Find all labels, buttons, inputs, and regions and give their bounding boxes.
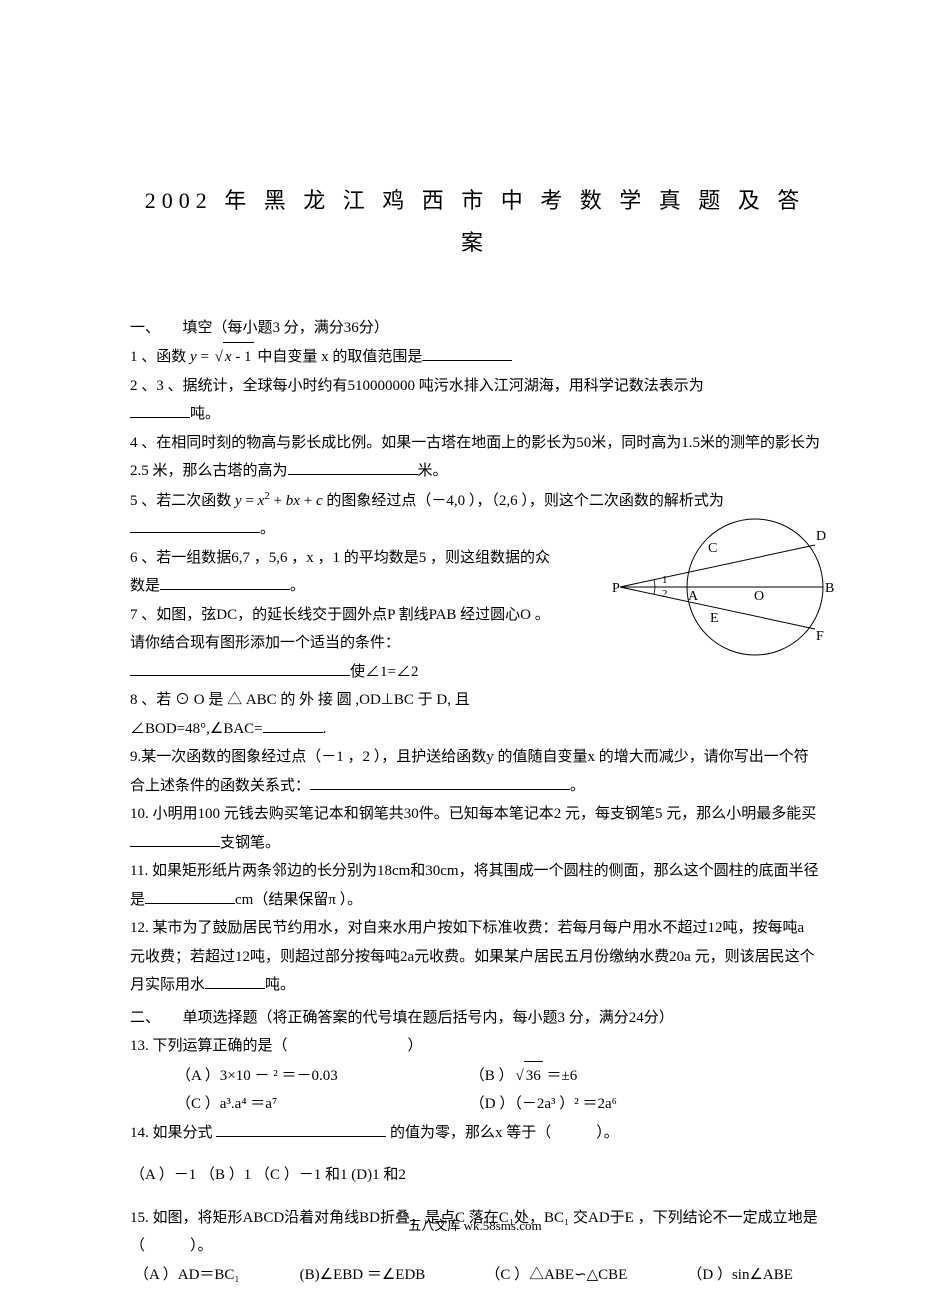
q4-unit: 米。 — [418, 463, 448, 479]
q8-blank — [263, 718, 323, 733]
question-11: 11. 如果矩形纸片两条邻边的长分别为18cm和30cm，将其围成一个圆柱的侧面… — [130, 857, 820, 914]
fig-label-p: P — [612, 581, 620, 596]
q7-end: 使∠1=∠2 — [350, 664, 418, 680]
q5-end: 。 — [260, 521, 275, 537]
q14-blank — [216, 1122, 386, 1137]
q15-option-b: (B)∠EBD ＝∠EDB — [300, 1261, 426, 1289]
q12-blank — [205, 974, 265, 989]
q4-blank — [288, 460, 418, 475]
q10-blank — [130, 832, 220, 847]
fig-label-b: B — [825, 581, 834, 596]
question-12: 12. 某市为了鼓励居民节约用水，对自来水用户按如下标准收费：若每月每户用水不超… — [130, 914, 820, 1000]
question-8: 8 、若 ⊙ O 是 △ ABC 的 外 接 圆 ,OD⊥BC 于 D, 且∠B… — [130, 686, 570, 743]
q14-text-b: 的值为零，那么x 等于（ ）。 — [386, 1125, 619, 1141]
question-4: 4 、在相同时刻的物高与影长成比例。如果一古塔在地面上的影长为50米，同时高为1… — [130, 429, 820, 486]
q9-end: 。 — [570, 778, 585, 794]
q10-text: 10. 小明用100 元钱去购买笔记本和钢笔共30件。已知每本笔记本2 元，每支… — [130, 806, 816, 822]
q11-end: cm（结果保留π ）。 — [235, 892, 362, 908]
q2-unit: 吨。 — [190, 406, 220, 422]
fig-label-angle1: 1 — [662, 574, 668, 586]
fig-arc-1 — [654, 580, 655, 587]
fig-label-e: E — [710, 611, 719, 626]
question-1: 1 、函数 y = x - 1 中自变量 x 的取值范围是 — [130, 342, 820, 372]
fig-label-a: A — [688, 589, 699, 604]
page-footnote: 五八文库 wk.58sms.com — [0, 1214, 950, 1239]
question-6: 6 、若一组数据6,7 ，5,6 ，x ，1 的平均数是5 ，则这组数据的众数是… — [130, 544, 560, 601]
question-13-options: （A ）3×10 － ² ＝－0.03 （B ）36 ＝±6 — [130, 1061, 820, 1091]
fig-label-f: F — [816, 629, 824, 644]
q13-option-d: （D ）（－2a³ ）² ＝2a⁶ — [470, 1090, 670, 1119]
q4-text: 4 、在相同时刻的物高与影长成比例。如果一古塔在地面上的影长为50米，同时高为1… — [130, 435, 820, 480]
q15-option-d: （D ）sin∠ABE — [687, 1261, 793, 1289]
figure-q7-circle-diagram: P A O B C D E F 1 2 — [610, 512, 835, 662]
section-2-heading: 二、 单项选择题（将正确答案的代号填在题后括号内，每小题3 分，满分24分） — [130, 1004, 820, 1033]
q1-text: 1 、函数 y = x - 1 中自变量 x 的取值范围是 — [130, 349, 422, 365]
q13-option-c: （C ）a³.a⁴ ＝a⁷ — [176, 1090, 466, 1119]
question-14-options: （A ）－1 （B ）1 （C ）－1 和1 (D)1 和2 — [130, 1161, 820, 1190]
q14-option-b: （B ）1 — [200, 1167, 251, 1183]
q9-blank — [310, 775, 570, 790]
q6-end: 。 — [290, 578, 305, 594]
q14-option-a: （A ）－1 — [130, 1167, 196, 1183]
fig-line-pd — [620, 545, 815, 587]
q14-option-d: (D)1 和2 — [351, 1167, 406, 1183]
q2-blank — [130, 403, 190, 418]
fig-label-o: O — [754, 589, 764, 604]
q11-blank — [145, 889, 235, 904]
q15-option-c: （C ）△ABE∽△CBE — [485, 1261, 627, 1289]
question-2: 2 、3 、据统计，全球每小时约有510000000 吨污水排入江河湖海，用科学… — [130, 372, 820, 401]
q13-option-b: （B ）36 ＝±6 — [470, 1061, 670, 1091]
fig-label-angle2: 2 — [662, 588, 668, 600]
question-13: 13. 下列运算正确的是（ ） — [130, 1032, 820, 1061]
q10-end: 支钢笔。 — [220, 835, 280, 851]
q7-text: 7 、如图，弦DC，的延长线交于圆外点P 割线PAB 经过圆心O 。请你结合现有… — [130, 607, 550, 652]
section-1-heading: 一、 填空（每小题3 分，满分36分） — [130, 314, 820, 343]
page-title: 2002 年 黑 龙 江 鸡 西 市 中 考 数 学 真 题 及 答 案 — [130, 180, 820, 264]
q14-option-c: （C ）－1 和1 — [255, 1167, 348, 1183]
q7-blank — [130, 661, 350, 676]
q1-blank — [422, 346, 512, 361]
question-9: 9.某一次函数的图象经过点（－1 ，2 ），且护送给函数y 的值随自变量x 的增… — [130, 743, 820, 800]
fig-arc-2 — [654, 587, 655, 594]
fig-label-c: C — [708, 541, 717, 556]
q12-end: 吨。 — [265, 977, 295, 993]
question-14: 14. 如果分式 的值为零，那么x 等于（ ）。 — [130, 1119, 820, 1148]
q15-option-a: （A ）AD＝BC₁ — [134, 1261, 240, 1289]
question-13-options-2: （C ）a³.a⁴ ＝a⁷ （D ）（－2a³ ）² ＝2a⁶ — [130, 1090, 820, 1119]
question-7: 7 、如图，弦DC，的延长线交于圆外点P 割线PAB 经过圆心O 。请你结合现有… — [130, 601, 560, 687]
q14-text-a: 14. 如果分式 — [130, 1125, 216, 1141]
q5-blank — [130, 518, 260, 533]
q5-text: 5 、若二次函数 y = x2 + bx + c 的图象经过点（－4,0 ），（… — [130, 493, 724, 509]
fig-label-d: D — [816, 529, 826, 544]
question-10: 10. 小明用100 元钱去购买笔记本和钢笔共30件。已知每本笔记本2 元，每支… — [130, 800, 820, 857]
q2-text: 2 、3 、据统计，全球每小时约有510000000 吨污水排入江河湖海，用科学… — [130, 378, 704, 394]
q6-blank — [160, 575, 290, 590]
q13-option-a: （A ）3×10 － ² ＝－0.03 — [176, 1062, 466, 1091]
question-2b: 吨。 — [130, 400, 820, 429]
question-15-options: （A ）AD＝BC₁ (B)∠EBD ＝∠EDB （C ）△ABE∽△CBE （… — [130, 1261, 820, 1289]
